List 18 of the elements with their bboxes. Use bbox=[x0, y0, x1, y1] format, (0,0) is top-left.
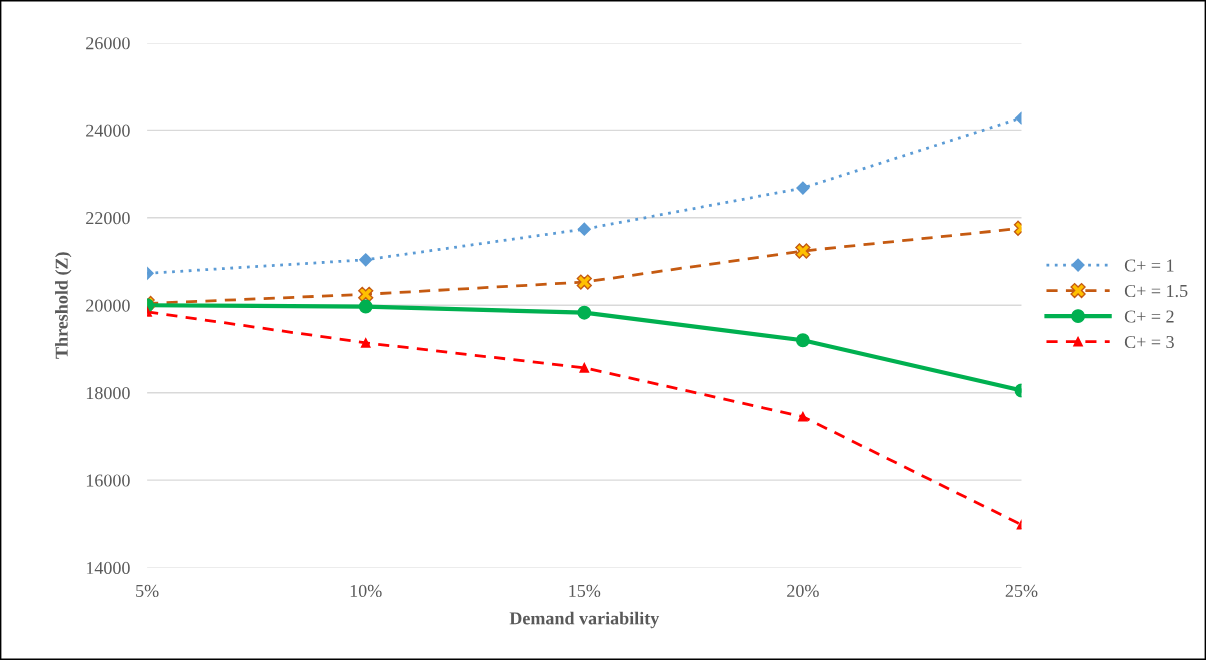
x-tick-label: 15% bbox=[569, 584, 601, 598]
legend-label: C+ = 1.5 bbox=[1124, 284, 1188, 298]
y-tick-label: 16000 bbox=[86, 474, 130, 487]
x-tick-label: 25% bbox=[1005, 584, 1038, 598]
y-tick-label: 24000 bbox=[86, 124, 130, 137]
x-tick-label: 20% bbox=[787, 584, 819, 598]
x-tick-label: 10% bbox=[350, 584, 382, 598]
y-tick-label: 18000 bbox=[86, 386, 130, 400]
x-tick-label: 5% bbox=[136, 584, 159, 598]
legend-label: C+ = 3 bbox=[1124, 335, 1174, 349]
y-tick-label: 26000 bbox=[86, 37, 130, 50]
y-tick-label: 14000 bbox=[86, 561, 130, 575]
y-tick-label: 22000 bbox=[86, 212, 130, 225]
legend-label: C+ = 1 bbox=[1124, 259, 1174, 272]
x-axis-title: Demand variability bbox=[509, 611, 660, 629]
legend-label: C+ = 2 bbox=[1124, 310, 1174, 323]
y-axis-title: Threshold (Z) bbox=[55, 252, 72, 359]
y-tick-label: 20000 bbox=[86, 299, 130, 312]
